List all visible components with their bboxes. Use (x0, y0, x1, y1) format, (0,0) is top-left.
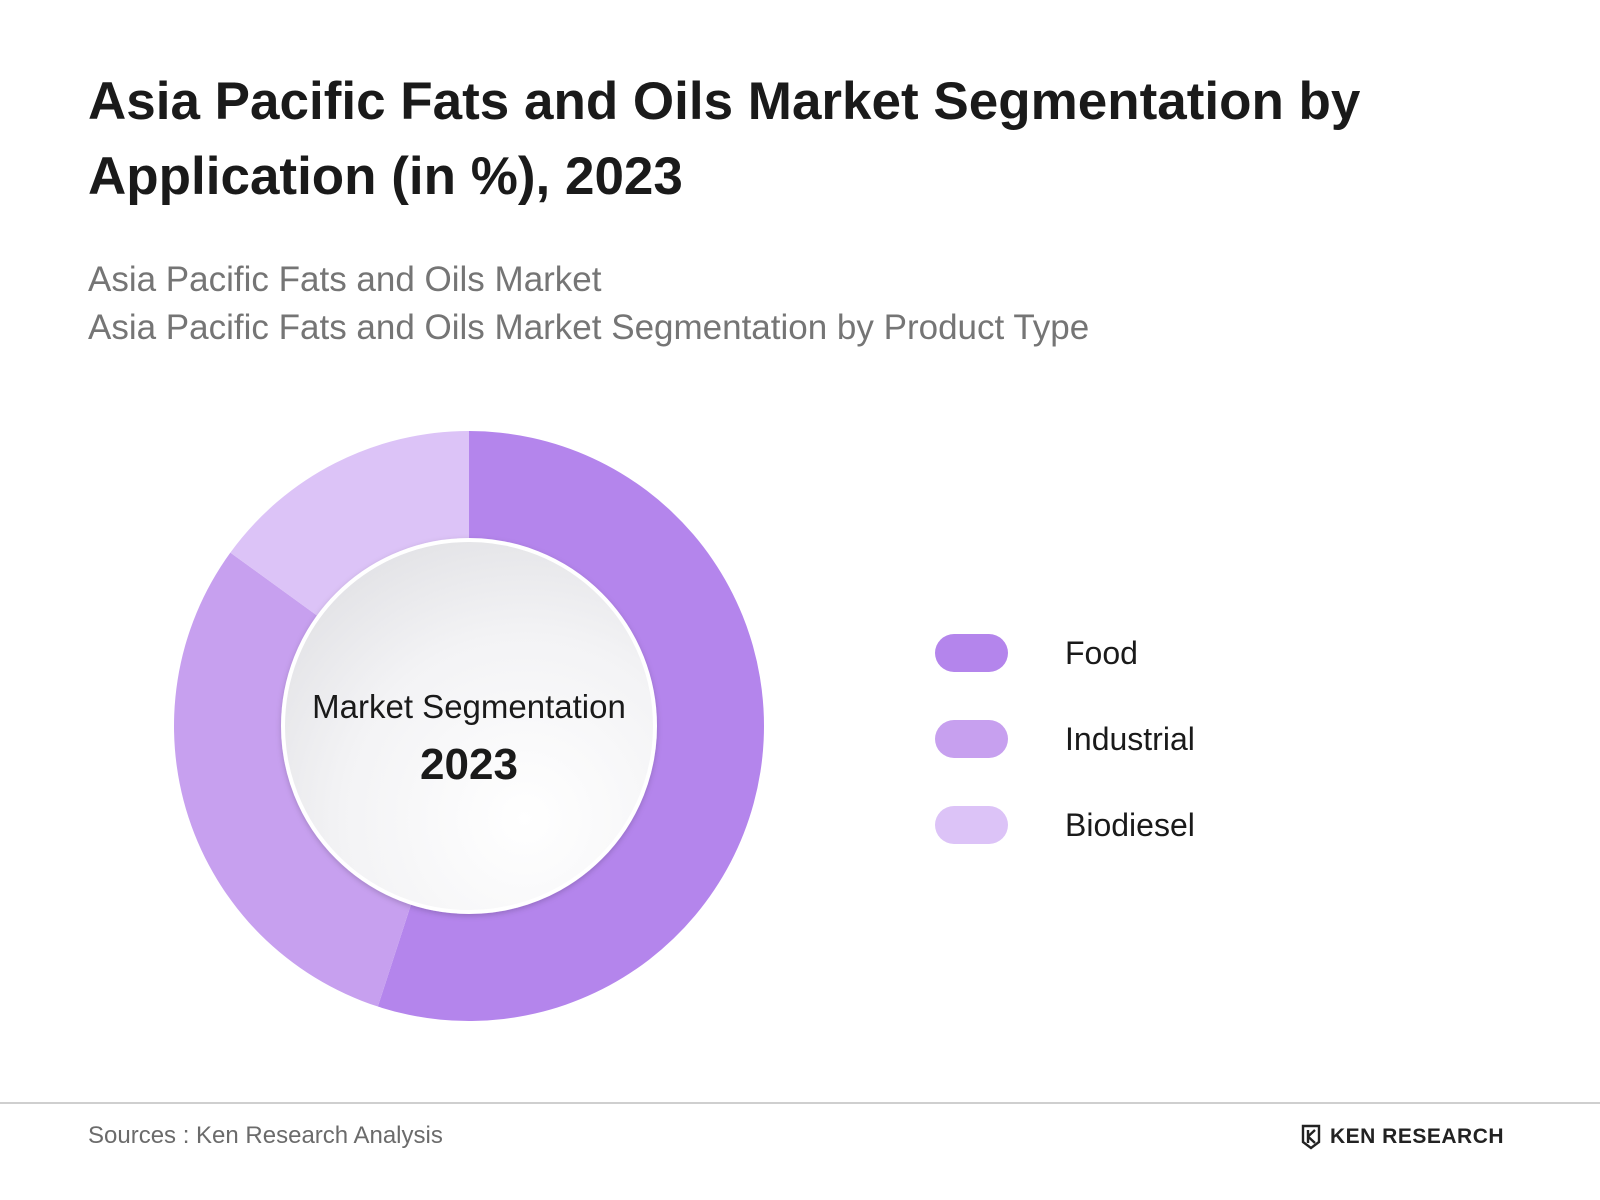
ken-research-logo-icon (1301, 1124, 1321, 1150)
chart-subtitle-market: Asia Pacific Fats and Oils Market (88, 260, 602, 299)
donut-center-disc (281, 538, 657, 914)
donut-chart (173, 431, 765, 1021)
brand-logo: KEN RESEARCH (1300, 1122, 1504, 1152)
chart-subtitle-product-type: Asia Pacific Fats and Oils Market Segmen… (88, 308, 1090, 347)
source-note: Sources : Ken Research Analysis (88, 1122, 443, 1149)
legend-label-food: Food (1065, 635, 1138, 671)
center-label: Market Segmentation (312, 688, 626, 725)
legend-swatch-food (935, 634, 1008, 672)
legend-label-industrial: Industrial (1065, 721, 1195, 757)
legend-label-biodiesel: Biodiesel (1065, 807, 1195, 843)
legend-swatch-industrial (935, 720, 1008, 758)
legend-swatch-biodiesel (935, 806, 1008, 844)
donut-slice-industrial (173, 552, 412, 1007)
center-year: 2023 (420, 740, 518, 789)
brand-name: KEN RESEARCH (1330, 1125, 1505, 1148)
donut-slice-biodiesel (230, 431, 469, 617)
footer-divider (0, 1102, 1600, 1104)
chart-title: Asia Pacific Fats and Oils Market Segmen… (88, 72, 1361, 206)
donut-slice-food (377, 431, 765, 1021)
